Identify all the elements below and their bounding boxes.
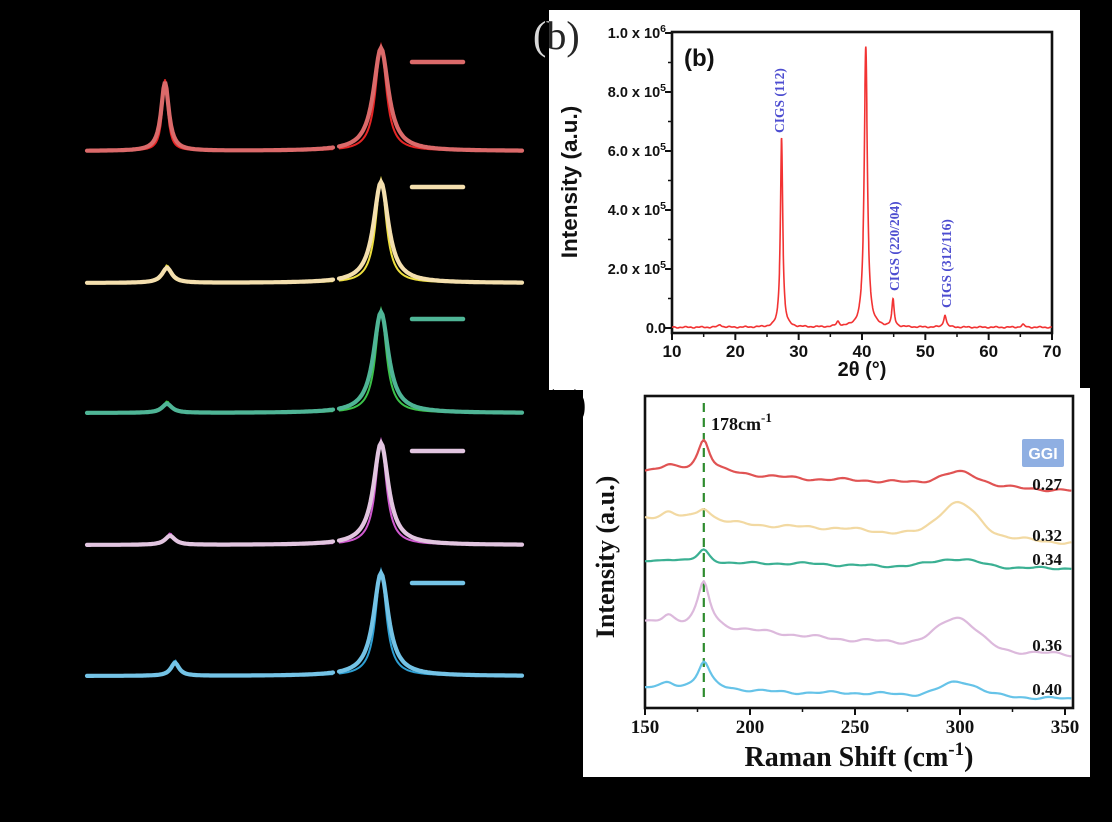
raman-x-tick-label: 250 bbox=[841, 717, 870, 738]
raman-series-label: 0.40 bbox=[1032, 680, 1062, 699]
raman-legend-box bbox=[1022, 439, 1064, 467]
left-series-5-core-curve-seg2 bbox=[338, 566, 522, 677]
left-series-5-curve-seg2 bbox=[336, 568, 525, 678]
xrd-x-tick-label: 50 bbox=[916, 342, 935, 361]
raman-x-tick-label: 300 bbox=[946, 717, 975, 738]
raman-legend-title: GGI bbox=[1028, 446, 1057, 463]
left-series-2-core-curve-seg2 bbox=[338, 175, 522, 284]
left-series-5-curve-seg1 bbox=[84, 660, 336, 678]
left-series-3-curve-seg1 bbox=[84, 401, 336, 415]
raman-series-label: 0.34 bbox=[1032, 550, 1062, 569]
xrd-x-tick-label: 70 bbox=[1043, 342, 1062, 361]
left-series-1-core-curve-seg1 bbox=[87, 79, 334, 152]
raman-curve-ggi-0.27 bbox=[644, 438, 1072, 493]
left-series-3-core-curve-seg2 bbox=[338, 305, 522, 414]
xrd-y-axis-title: Intensity (a.u.) bbox=[557, 106, 582, 259]
left-series-2-curve-seg1 bbox=[84, 265, 336, 285]
left-series-1-curve-seg1 bbox=[84, 81, 336, 153]
xrd-x-tick-label: 60 bbox=[979, 342, 998, 361]
left-series-1-curve-seg2 bbox=[336, 43, 525, 153]
left-series-4-curve-seg2 bbox=[336, 438, 525, 547]
left-series-4-curve-seg1 bbox=[84, 533, 336, 547]
xrd-x-tick-label: 20 bbox=[726, 342, 745, 361]
xrd-y-tick-label: 0.0 bbox=[646, 321, 666, 337]
raman-x-tick-label: 200 bbox=[736, 717, 765, 738]
xrd-x-tick-label: 30 bbox=[789, 342, 808, 361]
raman-y-axis-title: Intensity (a.u.) bbox=[591, 476, 620, 639]
raman-178-annotation: 178cm-1 bbox=[711, 410, 772, 434]
xrd-x-tick-label: 40 bbox=[853, 342, 872, 361]
xrd-y-tick-label: 8.0 x 105 bbox=[608, 82, 666, 101]
xrd-y-tick-label: 6.0 x 105 bbox=[608, 141, 666, 160]
xrd-x-axis-title: 2θ (°) bbox=[838, 359, 887, 381]
left-series-4-core-curve-seg2 bbox=[338, 436, 522, 546]
left-series-3-curve-seg2 bbox=[336, 307, 525, 415]
raman-panel-background bbox=[583, 388, 1090, 777]
raman-plot-frame bbox=[643, 394, 1075, 710]
xrd-y-tick-label: 2.0 x 105 bbox=[608, 259, 666, 278]
xrd-y-tick-label: 4.0 x 105 bbox=[608, 200, 666, 219]
xrd-peak-annotation: CIGS (312/116) bbox=[939, 219, 954, 308]
raman-x-axis-title: Raman Shift (cm-1) bbox=[745, 739, 974, 773]
left-series-2-curve-seg2 bbox=[336, 177, 525, 285]
raman-x-tick-label: 150 bbox=[631, 717, 660, 738]
raman-curve-ggi-0.34 bbox=[644, 548, 1072, 571]
raman-chart: 0.27 0.32 0.34 0.36 0.40 178cm-1 GGI 150 200 250 3… bbox=[583, 388, 1090, 777]
xrd-peak-annotation: CIGS (112) bbox=[772, 68, 787, 133]
xrd-peak-annotation: CIGS (220/204) bbox=[887, 201, 902, 291]
raman-series-label: 0.32 bbox=[1032, 526, 1062, 545]
raman-curve-ggi-0.36 bbox=[644, 580, 1072, 658]
left-spectra-chart bbox=[84, 41, 525, 678]
raman-series-label: 0.27 bbox=[1032, 475, 1062, 494]
xrd-curve bbox=[672, 46, 1052, 329]
raman-series-label: 0.36 bbox=[1032, 636, 1062, 655]
xrd-chart: 10 20 30 40 50 60 70 2θ (°) 0.0 2.0 x 105 4.0 x 10… bbox=[549, 10, 1080, 390]
xrd-x-tick-label: 10 bbox=[663, 342, 682, 361]
xrd-panel-letter: (b) bbox=[684, 45, 715, 72]
raman-curve-ggi-0.32 bbox=[644, 500, 1072, 545]
xrd-y-tick-label: 1.0 x 106 bbox=[608, 23, 666, 42]
raman-curve-ggi-0.40 bbox=[645, 660, 1072, 701]
raman-x-tick-label: 350 bbox=[1051, 717, 1080, 738]
